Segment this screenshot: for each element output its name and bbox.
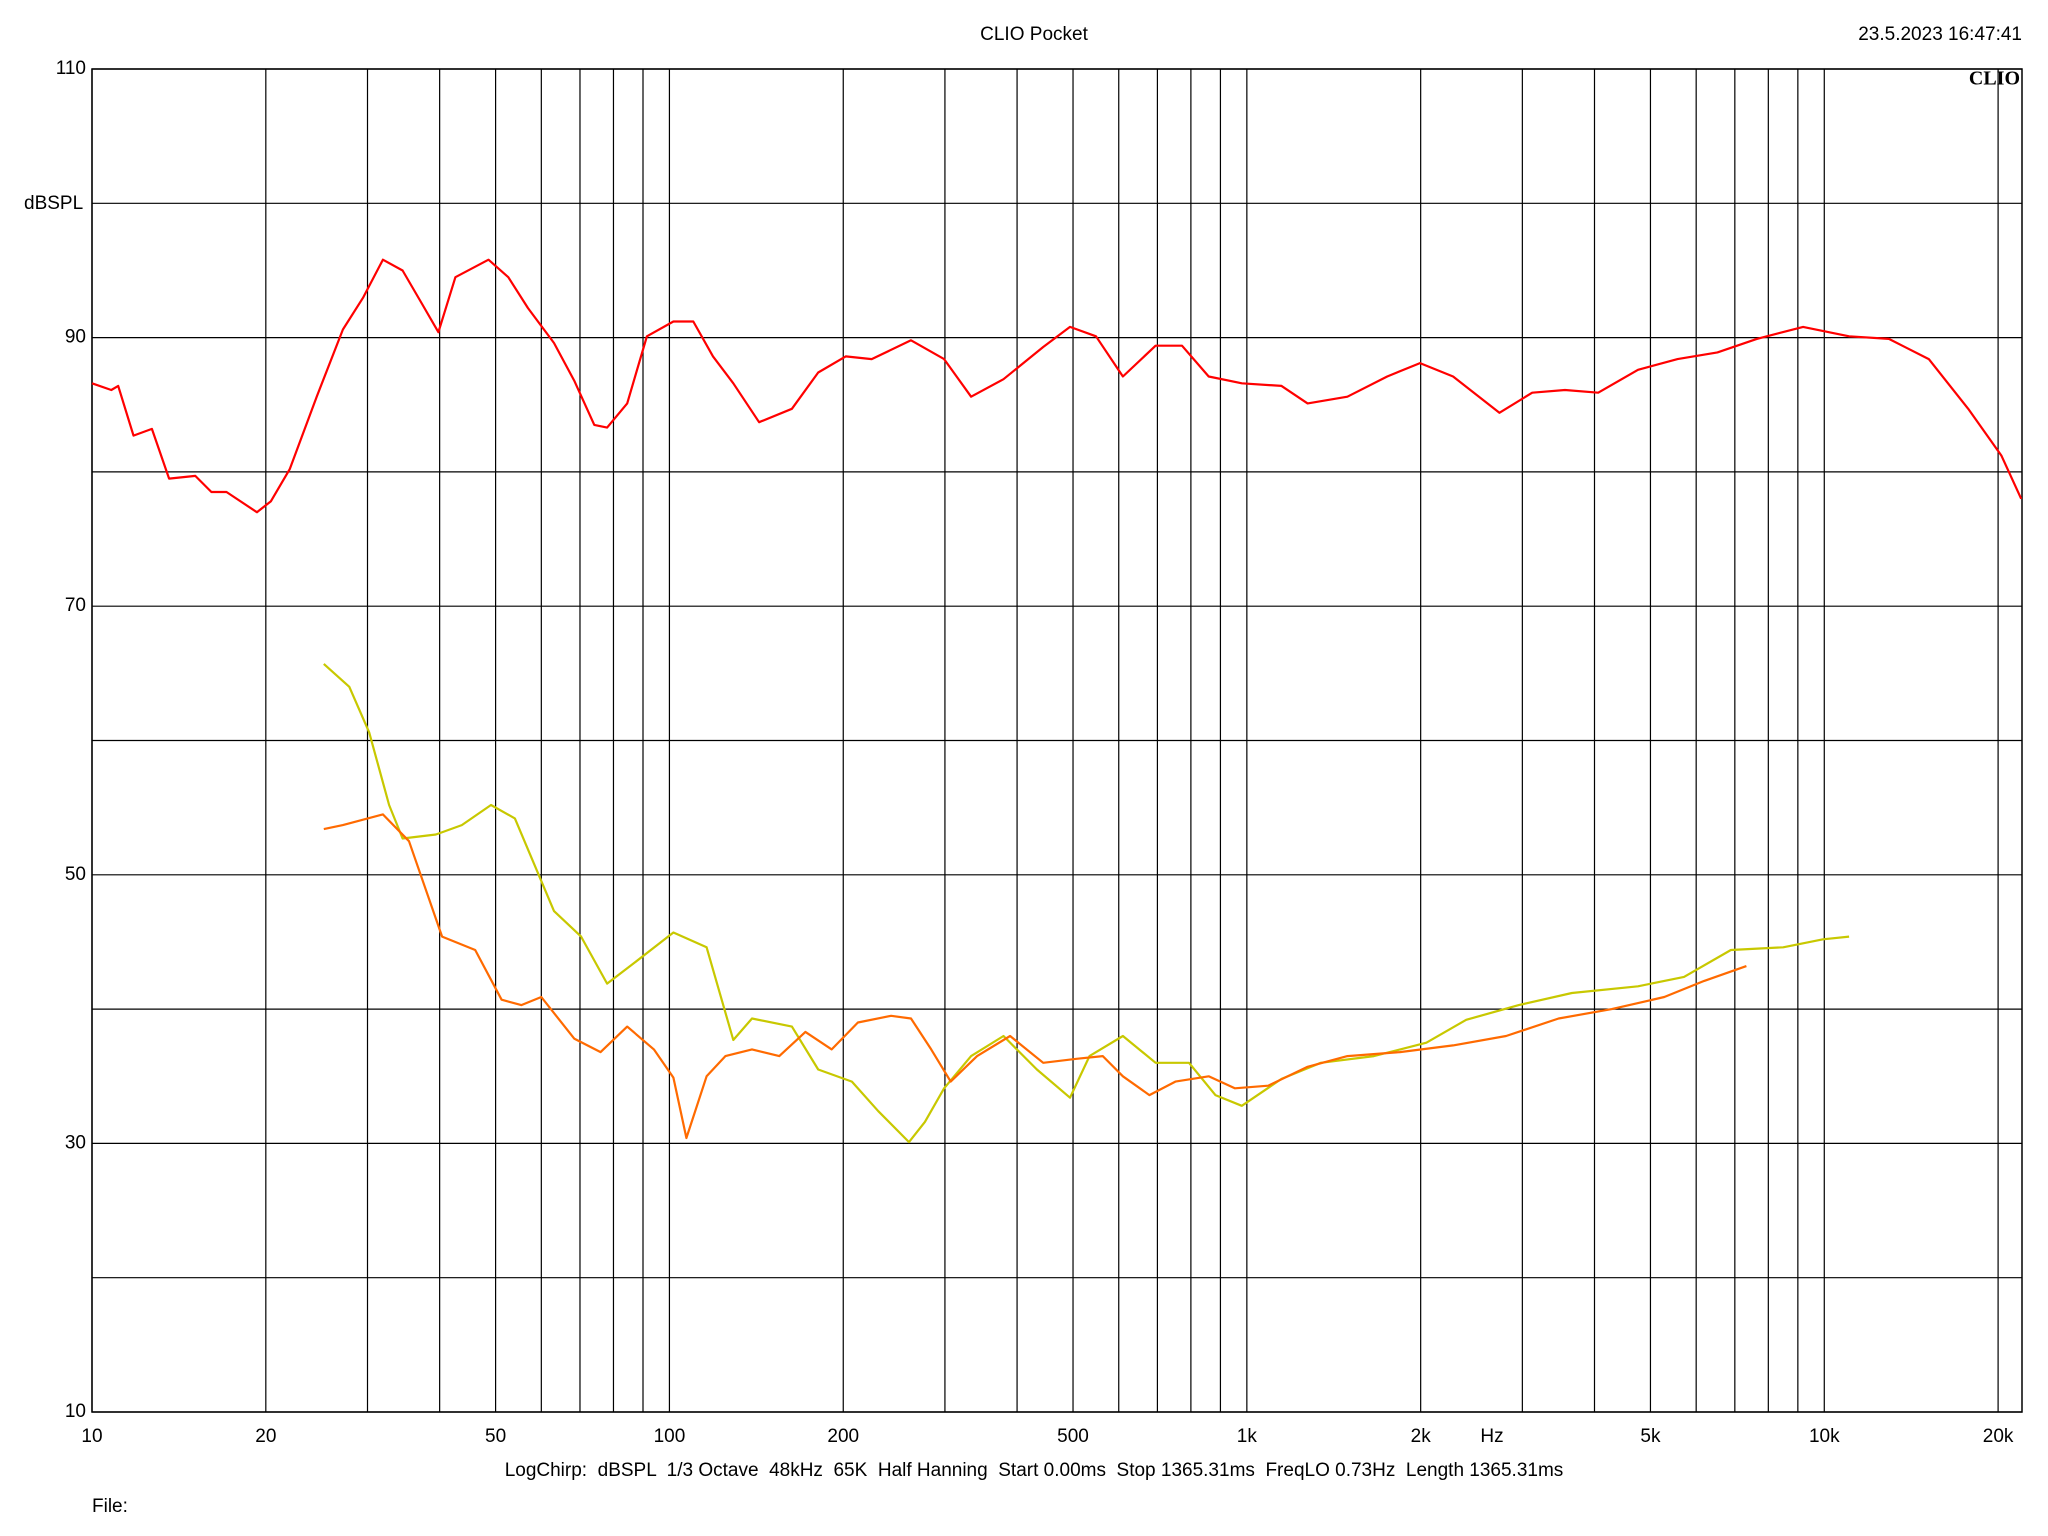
plot-frame (91, 68, 2023, 1413)
y-tick-label: 70 (65, 595, 86, 616)
series-line (323, 813, 1747, 1140)
file-label: File: (92, 1496, 128, 1517)
y-tick-label: 10 (65, 1401, 86, 1422)
x-tick-label: 500 (1057, 1426, 1089, 1447)
x-tick-label: 100 (654, 1426, 686, 1447)
x-tick-label: 200 (827, 1426, 859, 1447)
footer: LogChirp: dBSPL 1/3 Octave 48kHz 65K Hal… (505, 1460, 1564, 1481)
x-tick-label: 20k (1983, 1426, 2014, 1447)
x-tick-label: 10k (1809, 1426, 1840, 1447)
logo: CLIO (1969, 68, 2020, 90)
x-axis-label: Hz (1480, 1426, 1503, 1447)
y-tick-label: 90 (65, 327, 86, 348)
x-tick-label: 1k (1237, 1426, 1258, 1447)
series-line (323, 663, 1850, 1144)
chart-title: CLIO Pocket (980, 24, 1088, 45)
x-tick-label: 10 (81, 1426, 102, 1447)
timestamp: 23.5.2023 16:47:41 (1858, 24, 2022, 45)
x-tick-label: 2k (1411, 1426, 1432, 1447)
series-line (91, 258, 2023, 514)
y-axis-label: dBSPL (24, 193, 83, 214)
x-tick-label: 20 (255, 1426, 276, 1447)
x-tick-label: 5k (1640, 1426, 1661, 1447)
y-tick-label: 50 (65, 864, 86, 885)
y-tick-label: 110 (56, 58, 86, 79)
x-tick-label: 50 (485, 1426, 506, 1447)
y-tick-label: 30 (65, 1132, 86, 1153)
